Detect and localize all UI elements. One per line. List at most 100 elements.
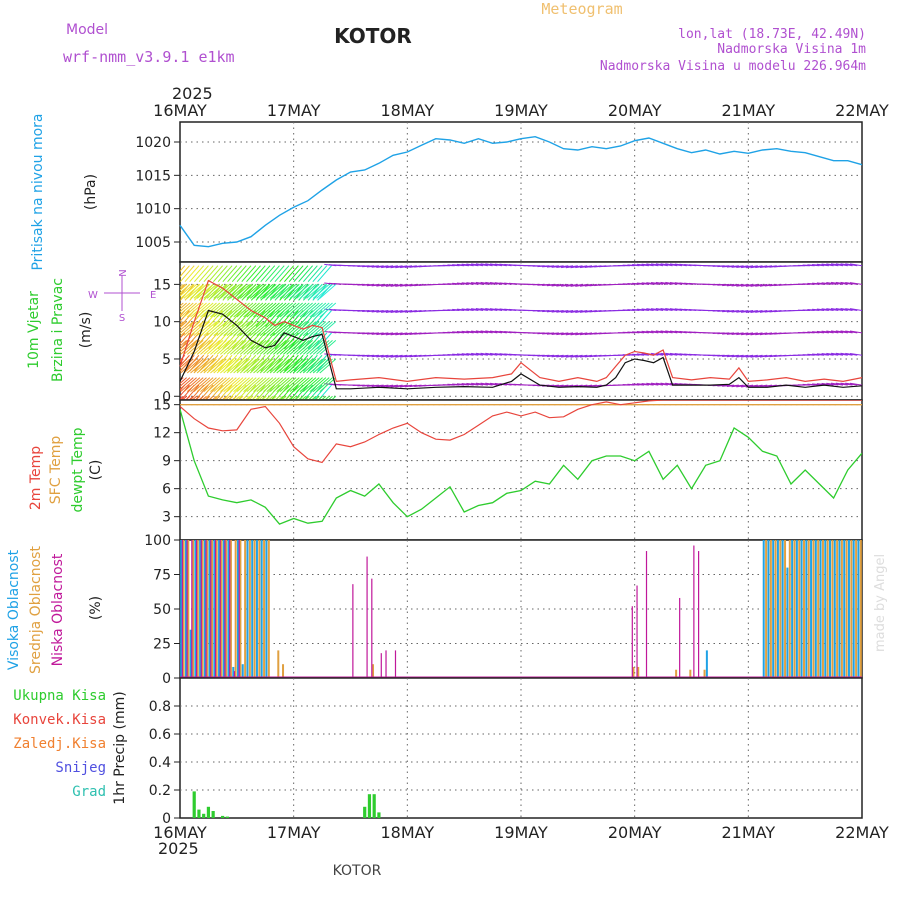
top-tick-label: 16MAY — [153, 101, 207, 120]
wind-barb — [243, 339, 260, 355]
wind-barb — [731, 384, 744, 388]
wind-barb — [180, 377, 194, 390]
wind-barb — [466, 382, 479, 386]
wind-barb — [385, 265, 398, 269]
wind-barb — [475, 330, 488, 334]
wind-barb — [283, 377, 300, 392]
wind-barb — [266, 302, 284, 318]
wind-barb — [826, 330, 839, 334]
wind-barb — [750, 283, 763, 287]
wind-barb — [180, 321, 187, 329]
temp-ylabel-sfc: SFC Temp — [48, 436, 64, 505]
wind-barb — [452, 282, 465, 285]
wind-barb — [745, 354, 758, 358]
cloud-unit: (%) — [88, 596, 104, 620]
wind-barb — [180, 284, 197, 299]
wind-barb — [570, 332, 583, 336]
wind-barb — [807, 264, 820, 267]
wind-barb — [736, 332, 749, 336]
wind-barb — [826, 263, 839, 267]
precip-legend-0: Ukupna Kisa — [13, 688, 106, 704]
cloud-bar-0 — [819, 540, 822, 678]
wind-barb — [456, 383, 469, 386]
pressure-unit: (hPa) — [83, 174, 99, 210]
wind-barb — [316, 358, 333, 374]
wind-barb — [471, 263, 484, 267]
wind-barb — [193, 339, 211, 355]
wind-barb — [556, 283, 569, 287]
wind-barb — [239, 284, 257, 299]
wind-barb — [296, 358, 313, 374]
wind-barb — [830, 308, 844, 311]
wind-barb — [627, 353, 640, 356]
top-tick-label: 17MAY — [267, 101, 321, 120]
wind-barb — [299, 377, 317, 392]
wind-barb — [660, 307, 673, 311]
temp-ylabel-2m: 2m Temp — [28, 446, 44, 510]
wind-barb — [289, 339, 307, 355]
wind-barb — [726, 309, 739, 313]
wind-barb — [466, 282, 479, 285]
wind-barb — [399, 354, 413, 358]
wind-barb — [269, 321, 287, 337]
clouds-panel: 0 25 50 75 100 — [144, 533, 863, 687]
wind-barb — [256, 358, 274, 374]
wind-barb — [243, 302, 260, 318]
compass-e: E — [150, 290, 156, 301]
wind-barb — [229, 377, 247, 392]
wind-barb — [655, 352, 668, 356]
wind-barb — [243, 321, 260, 337]
wind-barb — [366, 332, 379, 335]
wind-barb — [371, 354, 384, 358]
wind-barb — [669, 308, 683, 311]
wind-barb — [310, 395, 317, 400]
wind-barb — [180, 332, 186, 340]
wind-barb — [184, 395, 191, 400]
cloud-bar-2 — [229, 540, 231, 678]
cloud-bar-2 — [181, 540, 183, 678]
wind-barb — [233, 377, 250, 392]
precip-bar — [206, 806, 211, 818]
top-time-axis: 16MAY 17MAY 18MAY 19MAY 20MAY 21MAY 22MAY — [153, 101, 889, 120]
model-elevation-label: Nadmorska Visina u modelu 226.964m — [600, 59, 866, 74]
temp-ylabel-dewpt: dewpt Temp — [70, 427, 86, 512]
wind-barb — [237, 395, 244, 400]
bottom-tick-label: 21MAY — [722, 823, 776, 842]
wind-barb — [456, 308, 469, 311]
station-title: KOTOR — [334, 24, 412, 48]
wind-barb — [750, 354, 763, 358]
wind-barb — [755, 265, 768, 269]
wind-barb — [180, 377, 197, 392]
cloud-bar-0 — [232, 666, 235, 678]
wind-barb — [651, 330, 664, 334]
precip-ytick-label: 0.4 — [149, 755, 171, 771]
cloud-bar-1 — [821, 540, 824, 678]
wind-barb — [244, 395, 250, 400]
wind-barb — [241, 395, 247, 400]
wind-barb — [229, 321, 247, 337]
wind-barb — [816, 353, 829, 356]
wind-barb — [371, 309, 384, 313]
wind-barb — [203, 358, 221, 374]
wind-barb — [551, 354, 564, 358]
wind-barb — [196, 302, 214, 318]
wind-barb — [236, 358, 254, 374]
wind-barb — [646, 263, 659, 267]
wind-barb — [259, 358, 277, 374]
wind-barb — [213, 284, 231, 299]
wind-barb — [755, 283, 768, 287]
wind-barb — [561, 283, 574, 287]
cloud-bar-1 — [225, 540, 228, 678]
cloud-bar-0 — [265, 540, 268, 678]
cloud-bar-2 — [195, 540, 198, 678]
wind-barb — [759, 283, 773, 287]
wind-barb — [665, 263, 678, 267]
wind-barb — [236, 265, 252, 283]
wind-barb — [717, 384, 730, 387]
wind-barb — [306, 321, 323, 337]
wind-barb — [206, 339, 224, 355]
cloud-bar-0 — [805, 540, 808, 678]
wind-barb — [289, 284, 307, 299]
wind-barb — [180, 339, 184, 344]
wind-barb — [475, 263, 488, 267]
